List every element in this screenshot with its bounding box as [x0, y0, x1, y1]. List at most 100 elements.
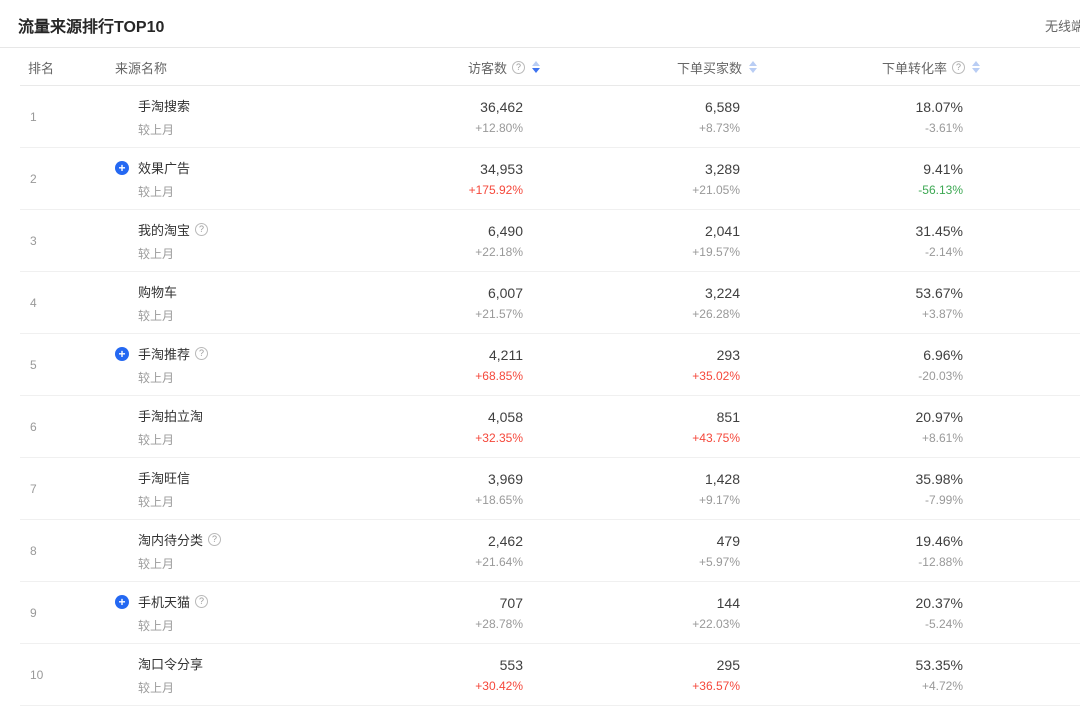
help-icon[interactable]: ? [195, 347, 209, 360]
visitors-change: +21.57% [475, 307, 523, 321]
column-header-buyers[interactable]: 下单买家数 [540, 58, 757, 77]
visitors-change: +175.92% [468, 183, 523, 197]
visitors-change: +28.78% [475, 617, 523, 631]
buyers-cell: 2,041 +19.57% [540, 223, 757, 259]
source-name[interactable]: 效果广告 [138, 161, 191, 176]
rank-value: 5 [30, 358, 37, 372]
expand-plus-icon[interactable]: + [115, 346, 129, 361]
conversion-cell: 20.37% -5.24% [757, 595, 980, 631]
source-name[interactable]: 手淘推荐 [138, 347, 191, 362]
rank-cell: 7 [0, 482, 115, 496]
conversion-change: -5.24% [924, 617, 963, 631]
sort-down-caret-icon [532, 68, 540, 73]
source-name-line: + 手淘推荐 ? [115, 344, 400, 363]
expand-icon-slot: + [115, 346, 138, 361]
conversion-change: +8.61% [921, 431, 963, 445]
source-cell: + 手机天猫 ? 较上月 [115, 592, 400, 634]
buyers-value: 1,428 [704, 471, 740, 487]
column-header-conversion[interactable]: 下单转化率 ? [757, 58, 980, 77]
conversion-change: -2.14% [924, 245, 963, 259]
table-row[interactable]: 2 + 效果广告 较上月 34,953 +175.92% 3,289 +21.0… [0, 148, 1080, 210]
source-name[interactable]: 手淘拍立淘 [138, 409, 204, 424]
help-icon[interactable]: ? [195, 595, 209, 608]
visitors-cell: 6,490 +22.18% [400, 223, 540, 259]
compare-label: 较上月 [138, 681, 175, 695]
expand-plus-icon[interactable]: + [115, 594, 129, 609]
rank-cell: 5 [0, 358, 115, 372]
visitors-cell: 4,058 +32.35% [400, 409, 540, 445]
source-name[interactable]: 手淘搜索 [138, 99, 191, 114]
visitors-change: +22.18% [475, 245, 523, 259]
column-header-visitors[interactable]: 访客数 ? [400, 58, 540, 77]
sort-down-caret-icon [749, 68, 757, 73]
rank-cell: 9 [0, 606, 115, 620]
buyers-change: +35.02% [692, 369, 740, 383]
source-name[interactable]: 淘内待分类 [138, 533, 204, 548]
compare-label: 较上月 [138, 185, 175, 199]
page-title: 流量来源排行TOP10 [18, 19, 165, 36]
visitors-value: 34,953 [480, 161, 523, 177]
conversion-value: 9.41% [923, 161, 963, 177]
source-name-line: 淘内待分类 ? [115, 530, 400, 549]
visitors-value: 553 [499, 657, 523, 673]
source-name-line: 购物车 [115, 282, 400, 301]
conversion-value: 53.35% [915, 657, 963, 673]
channel-label[interactable]: 无线端 [1045, 19, 1080, 34]
table-row[interactable]: 8 淘内待分类 ? 较上月 2,462 +21.64% 479 +5.97% 1… [0, 520, 1080, 582]
table-row[interactable]: 3 我的淘宝 ? 较上月 6,490 +22.18% 2,041 +19.57%… [0, 210, 1080, 272]
conversion-cell: 53.67% +3.87% [757, 285, 980, 321]
help-icon[interactable]: ? [195, 223, 209, 236]
source-name[interactable]: 手机天猫 [138, 595, 191, 610]
table-row[interactable]: 6 手淘拍立淘 较上月 4,058 +32.35% 851 +43.75% 20… [0, 396, 1080, 458]
conversion-value: 20.97% [915, 409, 963, 425]
buyers-value: 3,289 [704, 161, 740, 177]
help-icon[interactable]: ? [208, 533, 222, 546]
buyers-value: 479 [716, 533, 740, 549]
compare-label: 较上月 [138, 371, 175, 385]
buyers-value: 2,041 [704, 223, 740, 239]
rank-value: 3 [30, 234, 37, 248]
table-row[interactable]: 4 购物车 较上月 6,007 +21.57% 3,224 +26.28% 53… [0, 272, 1080, 334]
visitors-value: 6,007 [487, 285, 523, 301]
expand-icon-slot: + [115, 594, 138, 609]
source-cell: + 手淘推荐 ? 较上月 [115, 344, 400, 386]
compare-label: 较上月 [138, 619, 175, 633]
source-name[interactable]: 手淘旺信 [138, 471, 191, 486]
compare-label: 较上月 [138, 247, 175, 261]
visitors-change: +32.35% [475, 431, 523, 445]
buyers-cell: 6,589 +8.73% [540, 99, 757, 135]
help-icon[interactable]: ? [512, 60, 525, 74]
source-name[interactable]: 淘口令分享 [138, 657, 204, 672]
table-row[interactable]: 7 手淘旺信 较上月 3,969 +18.65% 1,428 +9.17% 35… [0, 458, 1080, 520]
sort-up-caret-icon [749, 61, 757, 66]
sort-icon-visitors[interactable] [532, 61, 540, 73]
help-icon[interactable]: ? [952, 60, 965, 74]
table-row[interactable]: 1 手淘搜索 较上月 36,462 +12.80% 6,589 +8.73% 1… [0, 86, 1080, 148]
buyers-value: 293 [716, 347, 740, 363]
rank-value: 6 [30, 420, 37, 434]
buyers-cell: 295 +36.57% [540, 657, 757, 693]
source-cell: 淘口令分享 较上月 [115, 654, 400, 696]
table-row[interactable]: 5 + 手淘推荐 ? 较上月 4,211 +68.85% 293 +35.02%… [0, 334, 1080, 396]
visitors-cell: 6,007 +21.57% [400, 285, 540, 321]
source-name-line: 手淘拍立淘 [115, 406, 400, 425]
sort-icon-buyers[interactable] [749, 61, 757, 73]
visitors-cell: 4,211 +68.85% [400, 347, 540, 383]
conversion-cell: 31.45% -2.14% [757, 223, 980, 259]
source-name[interactable]: 购物车 [138, 285, 178, 300]
sort-icon-conversion[interactable] [972, 61, 980, 73]
expand-plus-icon[interactable]: + [115, 160, 129, 175]
buyers-cell: 3,224 +26.28% [540, 285, 757, 321]
rank-value: 7 [30, 482, 37, 496]
table-row[interactable]: 9 + 手机天猫 ? 较上月 707 +28.78% 144 +22.03% 2… [0, 582, 1080, 644]
buyers-change: +19.57% [692, 245, 740, 259]
conversion-change: -3.61% [924, 121, 963, 135]
visitors-value: 3,969 [487, 471, 523, 487]
conversion-cell: 9.41% -56.13% [757, 161, 980, 197]
source-name[interactable]: 我的淘宝 [138, 223, 191, 238]
source-cell: + 效果广告 较上月 [115, 158, 400, 200]
visitors-change: +18.65% [475, 493, 523, 507]
table-row[interactable]: 10 淘口令分享 较上月 553 +30.42% 295 +36.57% 53.… [0, 644, 1080, 706]
conversion-cell: 53.35% +4.72% [757, 657, 980, 693]
visitors-value: 36,462 [480, 99, 523, 115]
